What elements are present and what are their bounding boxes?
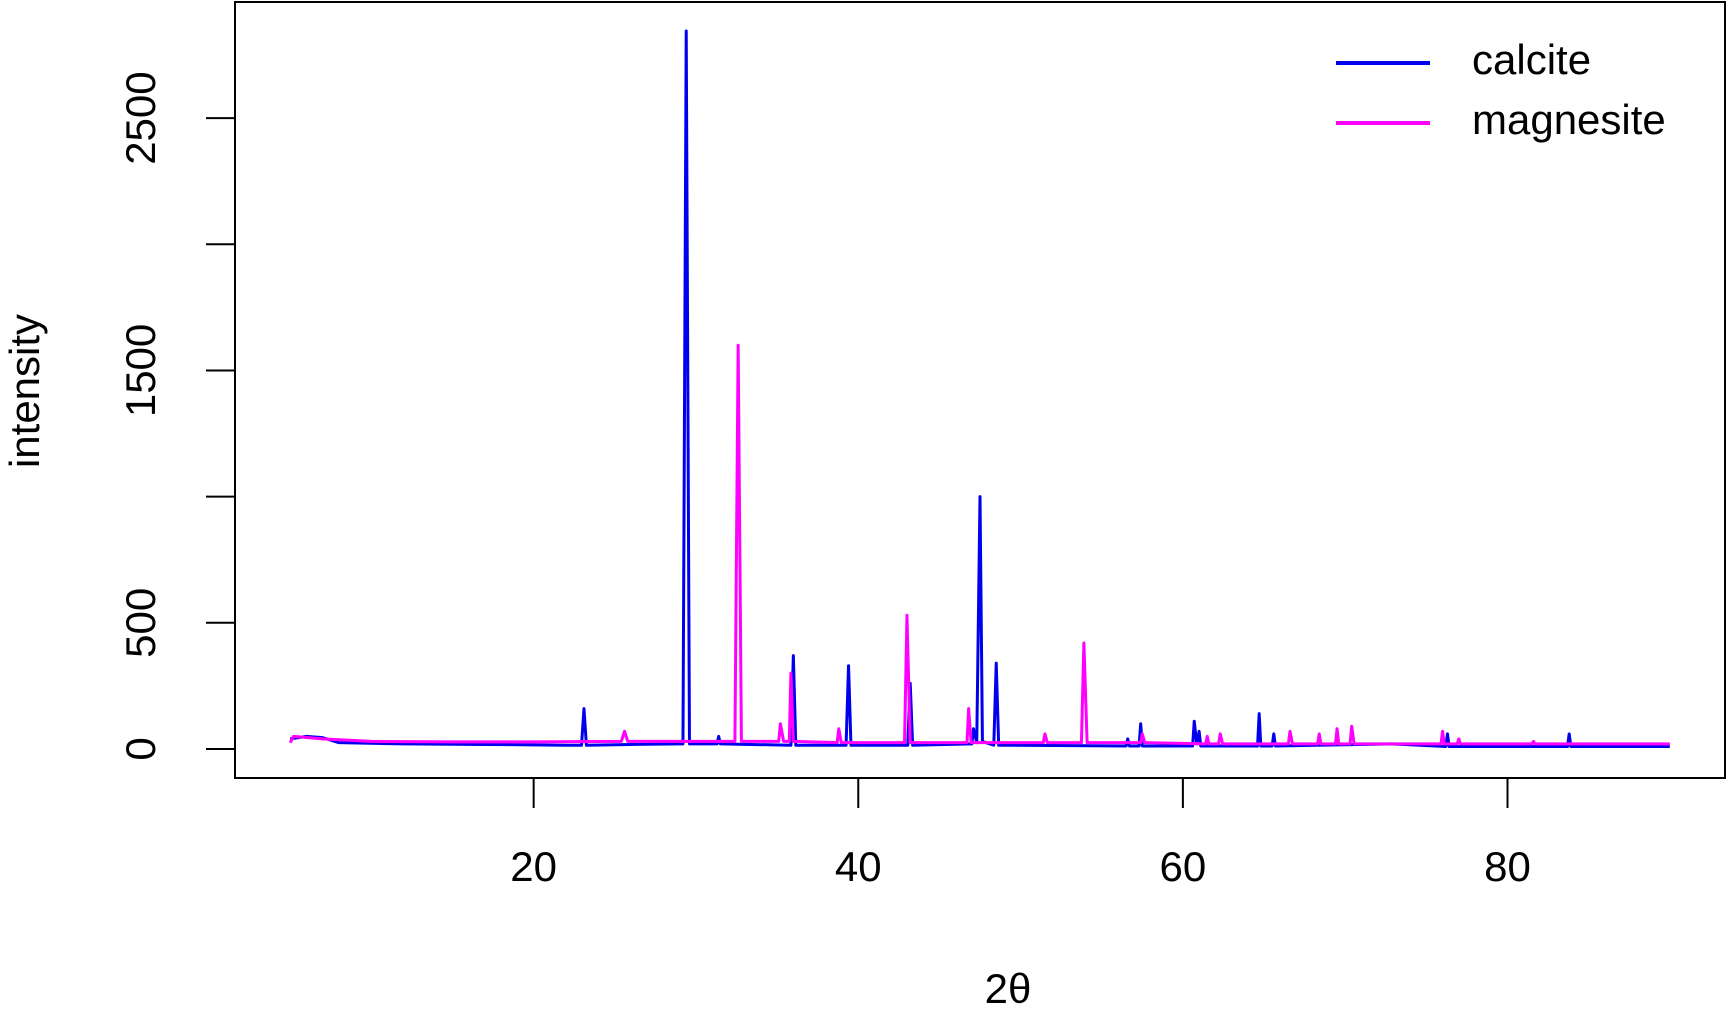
- y-tick-label: 500: [117, 588, 164, 658]
- x-axis-title: 2θ: [985, 965, 1032, 1012]
- y-tick-label: 2500: [117, 71, 164, 164]
- x-tick-label: 60: [1160, 843, 1207, 890]
- series-line: [289, 29, 1670, 748]
- x-tick-label: 80: [1484, 843, 1531, 890]
- x-tick-label: 40: [835, 843, 882, 890]
- series-line: [288, 343, 1670, 746]
- legend-label: magnesite: [1472, 96, 1666, 143]
- legend-label: calcite: [1472, 36, 1591, 83]
- y-tick-label: 0: [117, 737, 164, 760]
- x-tick-label: 20: [510, 843, 557, 890]
- y-axis-title: intensity: [1, 314, 48, 468]
- y-tick-label: 1500: [117, 324, 164, 417]
